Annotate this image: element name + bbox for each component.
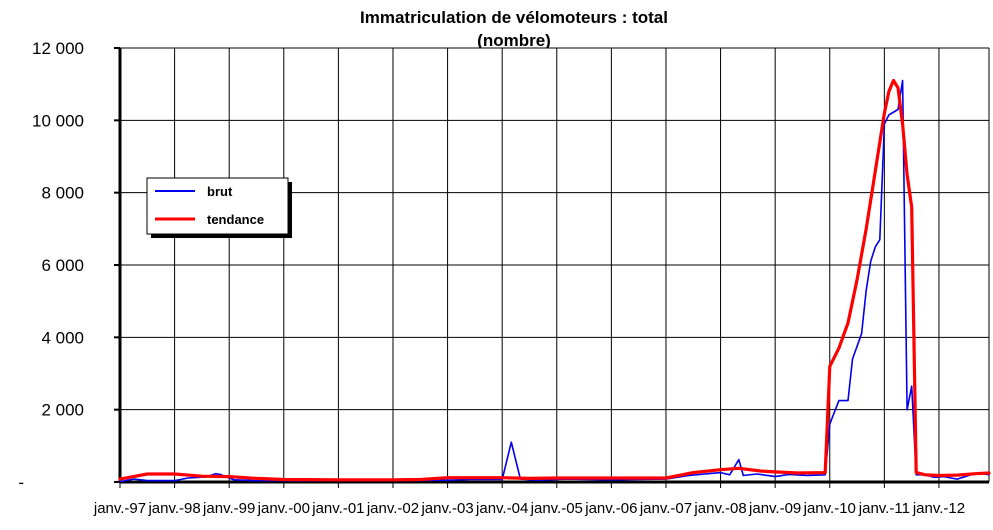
- x-tick-label: janv.-00: [257, 500, 310, 517]
- y-tick-label: 12 000: [32, 39, 84, 58]
- chart-title: Immatriculation de vélomoteurs : total: [360, 8, 668, 27]
- x-tick-label: janv.-12: [912, 500, 965, 517]
- series-line-tendance: [118, 78, 991, 482]
- x-tick-label: janv.-97: [93, 500, 146, 517]
- x-tick-label: janv.-09: [748, 500, 801, 517]
- legend-box: [146, 177, 289, 235]
- series-lines: [118, 78, 991, 483]
- x-tick-label: janv.-10: [803, 500, 856, 517]
- legend-label-tendance: tendance: [207, 212, 264, 227]
- chart-subtitle: (nombre): [477, 31, 551, 50]
- x-tick-label: janv.-04: [475, 500, 528, 517]
- grid-lines: [120, 47, 989, 482]
- axes: [114, 47, 990, 488]
- x-tick-label: janv.-01: [311, 500, 364, 517]
- x-tick-label: janv.-11: [858, 500, 910, 517]
- x-tick-label: janv.-03: [420, 500, 473, 517]
- x-tick-labels: janv.-97 janv.-98 janv.-99 janv.-00 janv.-01…: [93, 500, 965, 517]
- y-tick-labels: - 2 000 4 000 6 000 8 000 10 000 12 000: [18, 39, 84, 492]
- x-tick-label: janv.-06: [584, 500, 637, 517]
- legend: brut tendance: [146, 177, 292, 238]
- y-tick-label: 2 000: [41, 401, 84, 420]
- y-tick-label: 6 000: [41, 256, 84, 275]
- y-tick-label: -: [18, 473, 24, 492]
- y-tick-label: 4 000: [41, 328, 84, 347]
- y-tick-label: 10 000: [32, 111, 84, 130]
- x-tick-label: janv.-98: [147, 500, 200, 517]
- x-tick-label: janv.-07: [639, 500, 692, 517]
- x-tick-label: janv.-05: [530, 500, 583, 517]
- x-tick-label: janv.-99: [202, 500, 255, 517]
- legend-label-brut: brut: [207, 184, 233, 199]
- series-line-brut: [119, 79, 990, 483]
- x-tick-label: janv.-02: [366, 500, 419, 517]
- x-tick-label: janv.-08: [693, 500, 746, 517]
- y-tick-label: 8 000: [41, 184, 84, 203]
